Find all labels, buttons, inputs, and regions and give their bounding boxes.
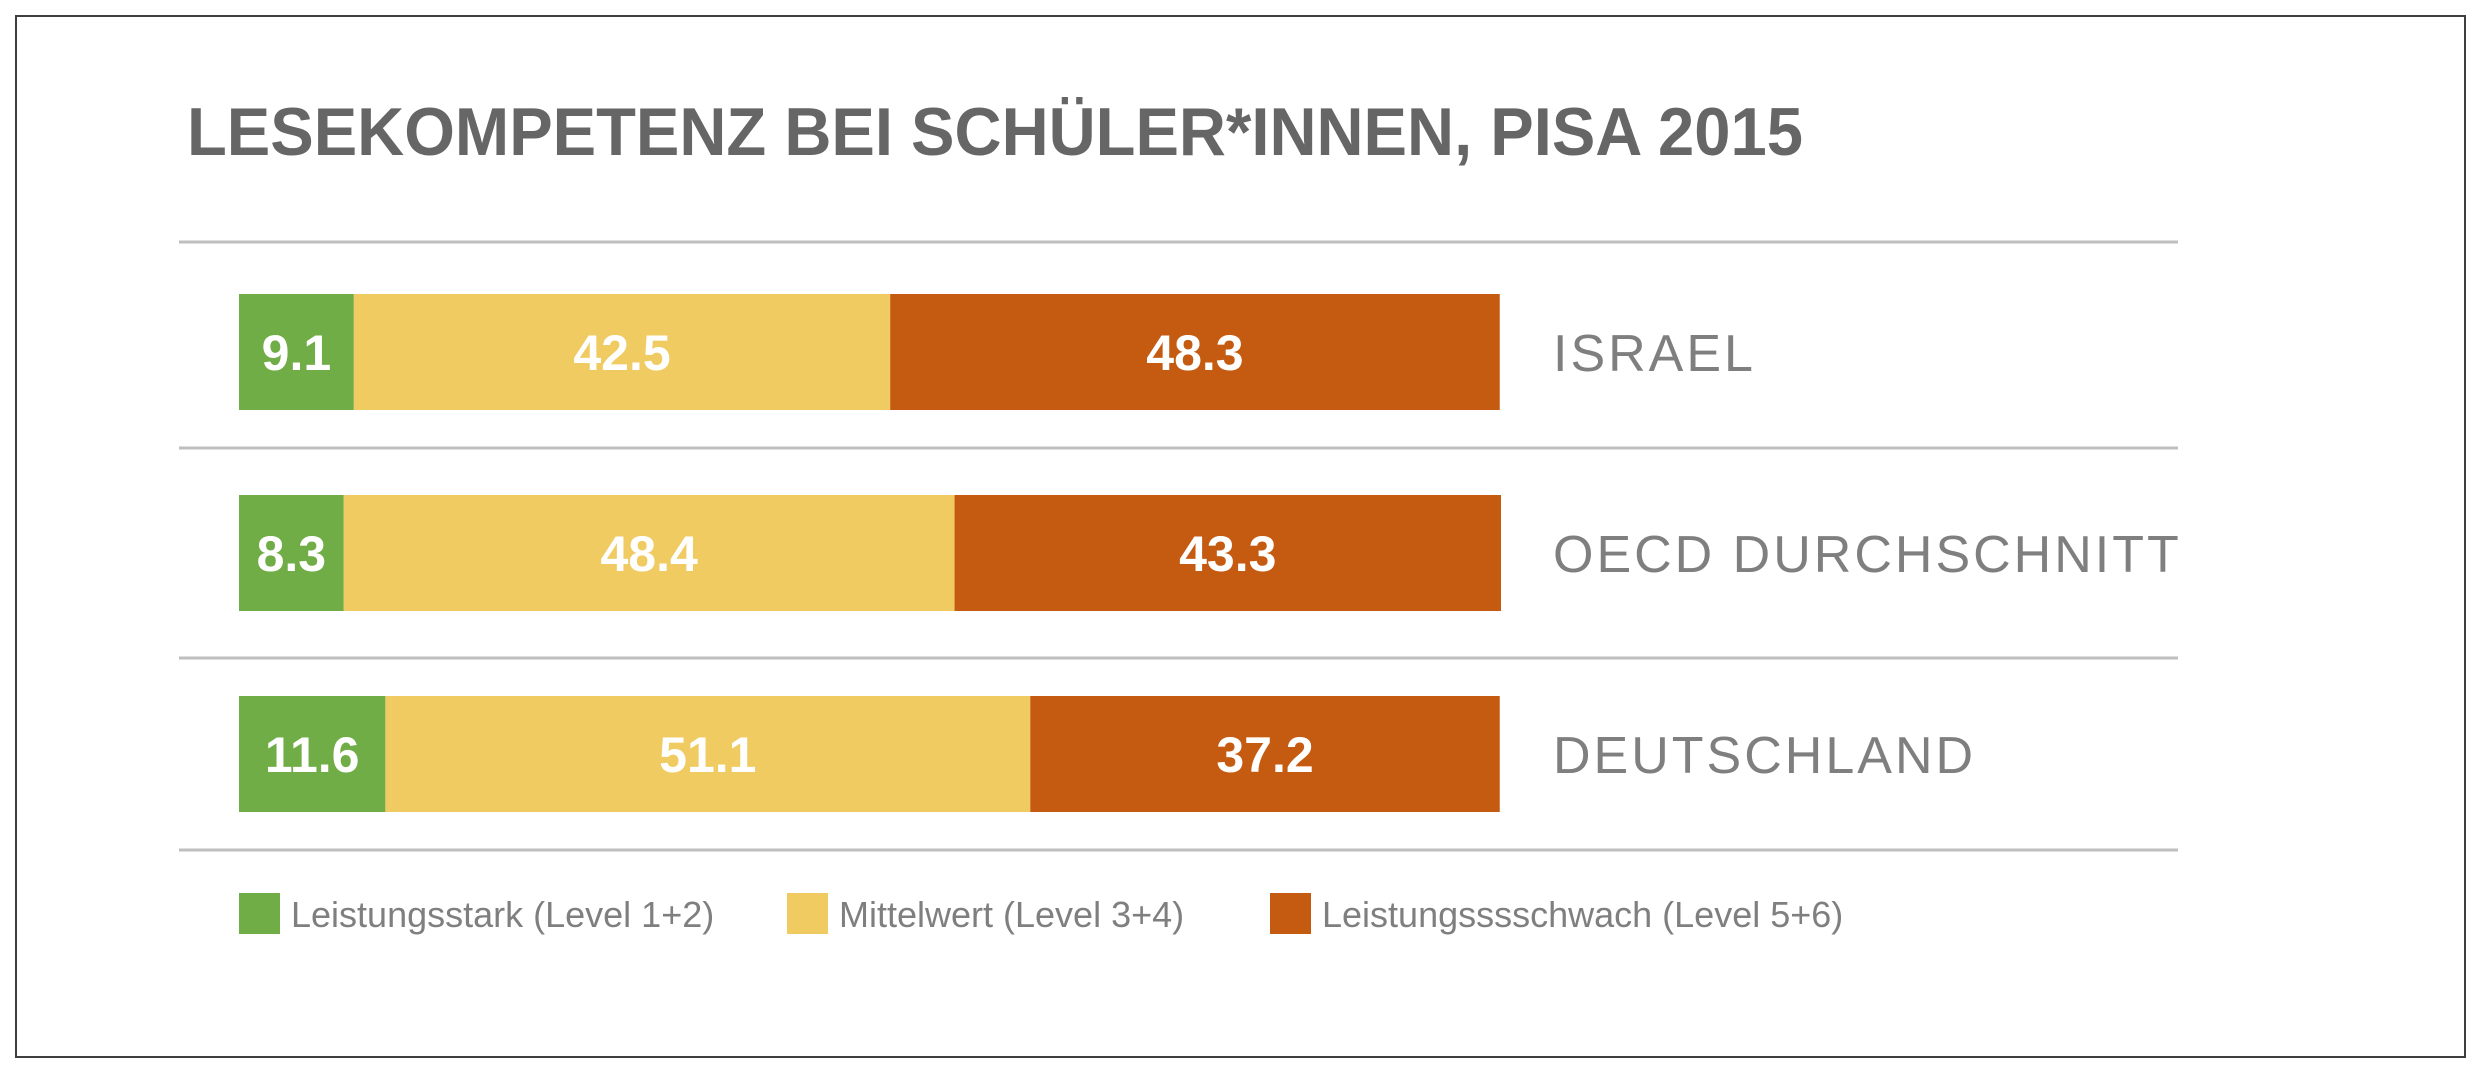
bar-segment xyxy=(353,294,891,410)
data-label: 37.2 xyxy=(1216,727,1313,783)
legend-label: Mittelwert (Level 3+4) xyxy=(839,894,1184,935)
data-label: 8.3 xyxy=(257,526,327,582)
data-label: 51.1 xyxy=(659,727,756,783)
category-label: DEUTSCHLAND xyxy=(1553,727,1976,785)
legend-label: Leistungsstark (Level 1+2) xyxy=(291,894,714,935)
bar-segment xyxy=(890,294,1500,410)
bar-segment xyxy=(343,495,955,611)
data-label: 43.3 xyxy=(1179,526,1276,582)
data-label: 11.6 xyxy=(265,727,360,783)
category-label: OECD DURCHSCHNITT xyxy=(1553,526,2182,584)
data-label: 9.1 xyxy=(262,325,332,381)
bar-segment xyxy=(239,294,354,410)
chart-title: LESEKOMPETENZ BEI SCHÜLER*INNEN, PISA 20… xyxy=(187,94,1803,170)
bar-segment xyxy=(385,696,1031,812)
bar-segment xyxy=(1030,696,1500,812)
bar-segment xyxy=(239,696,386,812)
category-label: ISRAEL xyxy=(1553,325,1756,383)
legend: Leistungsstark (Level 1+2) Mittelwert (Le… xyxy=(239,893,1843,935)
data-label: 48.4 xyxy=(600,526,698,582)
bars-group: 9.1 42.5 48.3 ISRAEL 8.3 48.4 43.3 OECD DURCHSC… xyxy=(179,240,2182,852)
bar-segment xyxy=(239,495,344,611)
legend-swatch xyxy=(1270,893,1311,934)
bar-segment xyxy=(954,495,1501,611)
legend-label: Leistungsssschwach (Level 5+6) xyxy=(1322,894,1843,935)
data-label: 42.5 xyxy=(573,325,670,381)
legend-swatch xyxy=(239,893,280,934)
data-label: 48.3 xyxy=(1146,325,1243,381)
legend-swatch xyxy=(787,893,828,934)
